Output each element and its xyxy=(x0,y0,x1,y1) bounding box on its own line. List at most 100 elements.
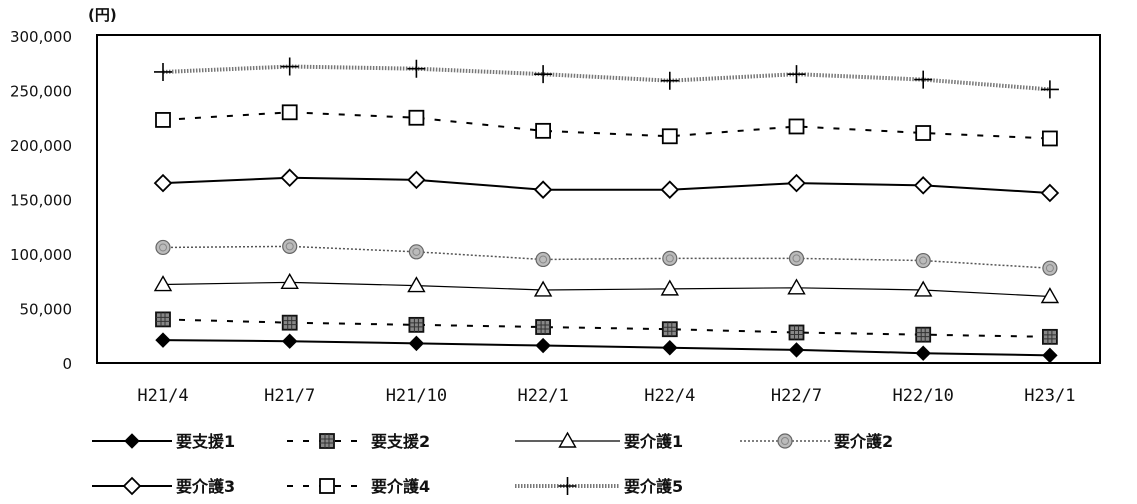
data-point xyxy=(1042,130,1058,147)
legend-item: 要介護2 xyxy=(740,432,893,451)
y-tick-label: 50,000 xyxy=(20,301,73,319)
data-point xyxy=(280,272,299,290)
series-1 xyxy=(155,332,1058,364)
legend-marker xyxy=(319,478,335,494)
data-point xyxy=(281,104,298,121)
y-unit-label: (円) xyxy=(88,6,117,24)
data-point xyxy=(408,335,425,352)
data-point xyxy=(1042,328,1058,345)
series-line xyxy=(162,176,1050,194)
data-point xyxy=(534,65,553,84)
data-point xyxy=(660,71,679,90)
data-point xyxy=(787,173,806,193)
x-tick-label: H22/7 xyxy=(771,386,822,406)
data-point xyxy=(535,122,551,139)
x-tick-label: H21/7 xyxy=(264,386,315,406)
legend-label: 要支援1 xyxy=(176,432,235,451)
x-axis-ticks: H21/4 H21/7 H21/10 H22/1 H22/4 H22/7 H22/10 H23… xyxy=(137,386,1075,406)
series-3 xyxy=(153,272,1060,304)
legend-marker xyxy=(558,431,577,448)
legend-item: 要介護1 xyxy=(515,431,683,451)
y-tick-label: 300,000 xyxy=(10,28,72,46)
data-point xyxy=(155,311,171,328)
data-point xyxy=(407,276,426,293)
x-tick-label: H21/4 xyxy=(137,386,188,406)
data-point xyxy=(788,342,805,358)
series-4 xyxy=(155,238,1058,276)
legend-marker xyxy=(122,476,142,496)
data-point xyxy=(662,340,678,356)
data-point xyxy=(533,180,553,199)
data-point xyxy=(408,316,425,333)
data-point xyxy=(662,250,678,266)
series-2 xyxy=(155,311,1058,345)
data-point xyxy=(787,65,806,84)
series-line xyxy=(162,318,1050,338)
data-point xyxy=(533,280,553,297)
series-line xyxy=(162,111,1050,140)
data-point xyxy=(407,170,426,190)
data-point xyxy=(788,250,805,266)
data-point xyxy=(535,251,551,268)
data-point xyxy=(788,118,805,135)
y-tick-label: 250,000 xyxy=(10,83,72,101)
legend-marker xyxy=(777,433,793,449)
y-tick-label: 200,000 xyxy=(10,137,72,155)
data-point xyxy=(155,239,171,256)
data-point xyxy=(280,57,299,76)
y-tick-label: 100,000 xyxy=(10,246,72,264)
data-point xyxy=(915,326,932,343)
data-point xyxy=(913,280,933,297)
data-point xyxy=(155,112,171,128)
data-point xyxy=(407,59,426,78)
data-point xyxy=(913,176,933,195)
series-line xyxy=(162,64,1051,92)
data-point xyxy=(535,337,551,354)
series-5 xyxy=(153,168,1060,203)
legend-label: 要介護4 xyxy=(371,477,430,496)
y-axis-ticks: 0 50,000 100,000 150,000 200,000 250,000 300,0… xyxy=(10,28,72,373)
legend-item: 要支援1 xyxy=(92,432,235,451)
data-point xyxy=(1040,183,1060,203)
data-point xyxy=(281,314,298,331)
legend-item: 要介護3 xyxy=(92,476,235,496)
data-point xyxy=(915,252,931,269)
series-7 xyxy=(154,57,1059,99)
series-6 xyxy=(155,104,1058,147)
x-tick-label: H22/10 xyxy=(892,386,953,406)
legend-marker xyxy=(124,433,140,449)
data-point xyxy=(535,319,551,335)
data-point xyxy=(787,278,806,295)
legend: 要支援1 要支援2 要介護1 要介護2 要介護3 要介護4 要介護5 xyxy=(92,431,893,496)
series-layer xyxy=(153,57,1060,364)
legend-label: 要介護3 xyxy=(176,477,235,496)
x-tick-label: H22/1 xyxy=(518,386,569,406)
data-point xyxy=(661,321,678,338)
data-point xyxy=(408,109,425,126)
data-point xyxy=(660,180,680,199)
legend-marker xyxy=(558,477,577,495)
legend-item: 要支援2 xyxy=(287,432,430,451)
data-point xyxy=(280,168,299,187)
legend-label: 要介護1 xyxy=(624,432,683,451)
series-line xyxy=(162,339,1050,357)
x-tick-label: H23/1 xyxy=(1024,386,1075,406)
data-point xyxy=(915,345,931,361)
data-point xyxy=(914,70,933,89)
legend-item: 要介護5 xyxy=(515,477,683,496)
legend-item: 要介護4 xyxy=(287,477,430,496)
data-point xyxy=(282,238,298,254)
y-tick-label: 0 xyxy=(62,355,72,373)
legend-marker xyxy=(319,433,335,449)
y-tick-label: 150,000 xyxy=(10,192,72,210)
legend-label: 要支援2 xyxy=(371,432,430,451)
data-point xyxy=(155,332,171,348)
legend-label: 要介護2 xyxy=(834,432,893,451)
data-point xyxy=(153,275,173,292)
data-point xyxy=(660,279,680,296)
data-point xyxy=(1042,260,1058,276)
x-tick-label: H21/10 xyxy=(386,386,447,406)
legend-label: 要介護5 xyxy=(624,477,683,496)
data-point xyxy=(788,324,805,341)
